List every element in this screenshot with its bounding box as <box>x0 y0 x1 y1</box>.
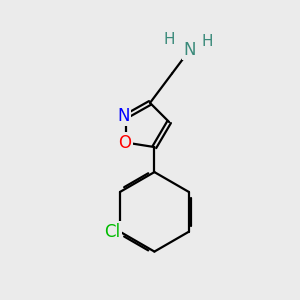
Text: H: H <box>202 34 213 49</box>
Text: O: O <box>118 134 131 152</box>
Text: N: N <box>184 41 196 59</box>
Text: Cl: Cl <box>105 223 121 241</box>
Text: N: N <box>117 107 130 125</box>
Text: H: H <box>164 32 175 47</box>
